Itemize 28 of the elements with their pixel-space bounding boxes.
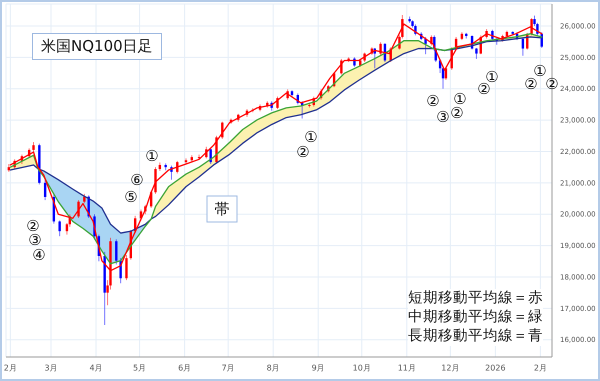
x-tick-label: 7月 <box>222 364 235 373</box>
annotation: ② <box>426 92 440 110</box>
annotation: 短期移動平均線＝赤 <box>408 289 543 308</box>
annotation: ② <box>545 75 559 93</box>
x-tick-label: 2026 <box>485 364 506 373</box>
annotation: ③ <box>436 108 450 126</box>
annotation: 長期移動平均線＝青 <box>408 327 543 346</box>
x-tick-label: 12月 <box>441 364 460 373</box>
x-tick-label: 4月 <box>89 364 103 373</box>
x-tick-label: 11月 <box>398 364 416 373</box>
annotation: ⑥ <box>130 171 144 189</box>
text: 米国NQ100日足 <box>32 33 162 60</box>
annotation: ① <box>304 128 318 146</box>
x-tick-label: 2月 <box>4 364 17 373</box>
annotation: ⑤ <box>124 188 138 206</box>
annotation: 中期移動平均線＝緑 <box>408 308 543 327</box>
x-tick-label: 8月 <box>266 364 280 373</box>
x-tick-label: 5月 <box>133 364 146 373</box>
x-tick-label: 2月 <box>534 364 547 373</box>
annotation: 帯 <box>214 200 230 218</box>
x-tick-label: 10月 <box>352 364 371 373</box>
x-tick-label: 6月 <box>178 364 192 373</box>
x-tick-label: 9月 <box>312 364 325 373</box>
annotation: ① <box>145 147 159 165</box>
x-tick-label: 3月 <box>44 364 58 373</box>
candlestick <box>444 66 448 80</box>
annotation: ④ <box>32 246 46 264</box>
annotation: ② <box>296 143 310 161</box>
